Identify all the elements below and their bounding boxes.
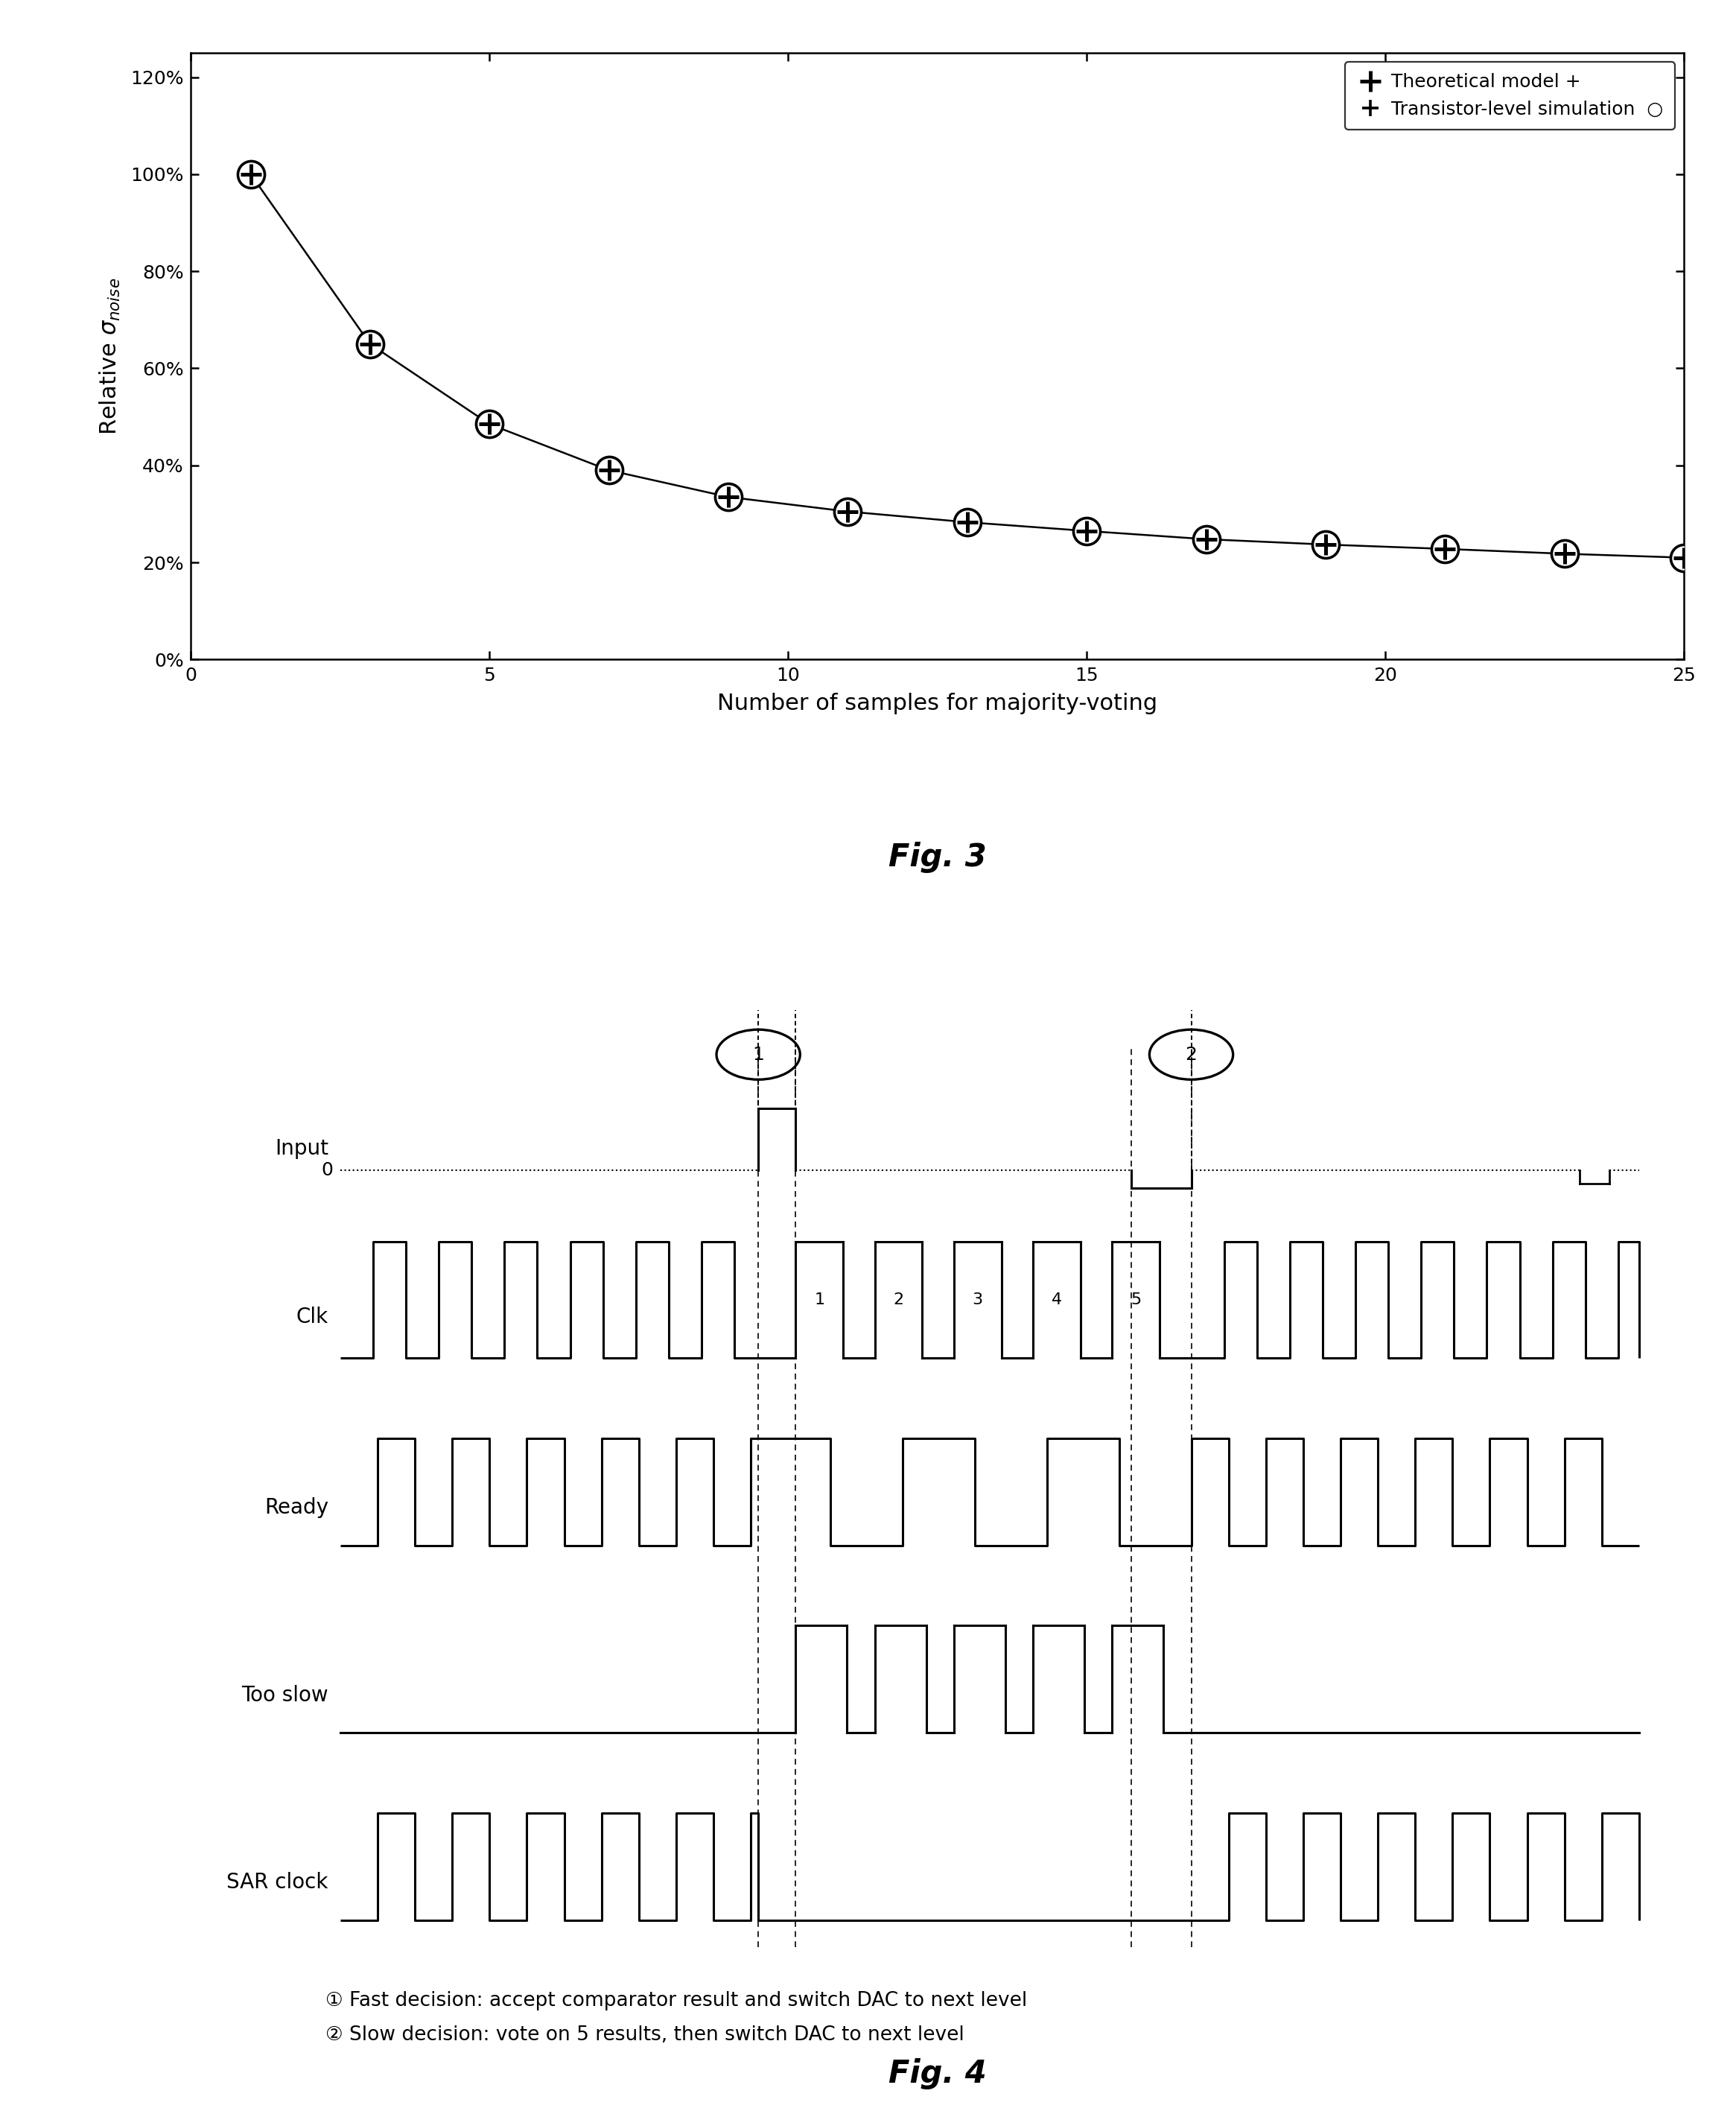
Theoretical model + <box>1196 526 1217 552</box>
Line: Theoretical model +: Theoretical model + <box>240 165 1694 569</box>
Y-axis label: Relative $\sigma_{noise}$: Relative $\sigma_{noise}$ <box>99 277 122 435</box>
Transistor-level simulation  ○ <box>240 161 260 186</box>
Transistor-level simulation  ○ <box>359 332 380 357</box>
Text: 1: 1 <box>752 1046 764 1063</box>
Transistor-level simulation  ○ <box>1554 541 1575 567</box>
Theoretical model + <box>1434 537 1455 562</box>
Legend: Theoretical model +, Transistor-level simulation  ○: Theoretical model +, Transistor-level si… <box>1345 61 1675 129</box>
Theoretical model + <box>479 412 500 438</box>
Text: 4: 4 <box>1052 1292 1062 1306</box>
Text: Fig. 3: Fig. 3 <box>889 841 986 873</box>
Text: 1: 1 <box>814 1292 825 1306</box>
Text: Too slow: Too slow <box>241 1685 328 1706</box>
Theoretical model + <box>719 484 740 509</box>
Text: 2: 2 <box>894 1292 904 1306</box>
Theoretical model + <box>1316 533 1337 558</box>
Text: 5: 5 <box>1130 1292 1141 1306</box>
Transistor-level simulation  ○ <box>1076 518 1097 543</box>
Text: Input: Input <box>274 1137 328 1158</box>
Transistor-level simulation  ○ <box>957 509 977 535</box>
Theoretical model + <box>599 457 620 482</box>
Text: 2: 2 <box>1186 1046 1198 1063</box>
Text: Clk: Clk <box>297 1306 328 1328</box>
Text: Fig. 4: Fig. 4 <box>889 2059 986 2089</box>
Transistor-level simulation  ○ <box>599 457 620 482</box>
Theoretical model + <box>1674 545 1694 571</box>
Text: 0: 0 <box>321 1161 333 1180</box>
Text: SAR clock: SAR clock <box>227 1873 328 1892</box>
Transistor-level simulation  ○ <box>1674 545 1694 571</box>
Theoretical model + <box>837 499 858 524</box>
Transistor-level simulation  ○ <box>479 412 500 438</box>
X-axis label: Number of samples for majority-voting: Number of samples for majority-voting <box>717 693 1158 715</box>
Text: ② Slow decision: vote on 5 results, then switch DAC to next level: ② Slow decision: vote on 5 results, then… <box>325 2025 963 2044</box>
Transistor-level simulation  ○ <box>719 484 740 509</box>
Theoretical model + <box>957 509 977 535</box>
Theoretical model + <box>359 332 380 357</box>
Transistor-level simulation  ○ <box>837 499 858 524</box>
Theoretical model + <box>1554 541 1575 567</box>
Text: ① Fast decision: accept comparator result and switch DAC to next level: ① Fast decision: accept comparator resul… <box>325 1991 1028 2010</box>
Theoretical model + <box>240 161 260 186</box>
Text: Ready: Ready <box>264 1497 328 1518</box>
Theoretical model + <box>1076 518 1097 543</box>
Line: Transistor-level simulation  ○: Transistor-level simulation ○ <box>243 165 1693 567</box>
Text: 3: 3 <box>972 1292 983 1306</box>
Transistor-level simulation  ○ <box>1434 537 1455 562</box>
Transistor-level simulation  ○ <box>1196 526 1217 552</box>
Transistor-level simulation  ○ <box>1316 533 1337 558</box>
